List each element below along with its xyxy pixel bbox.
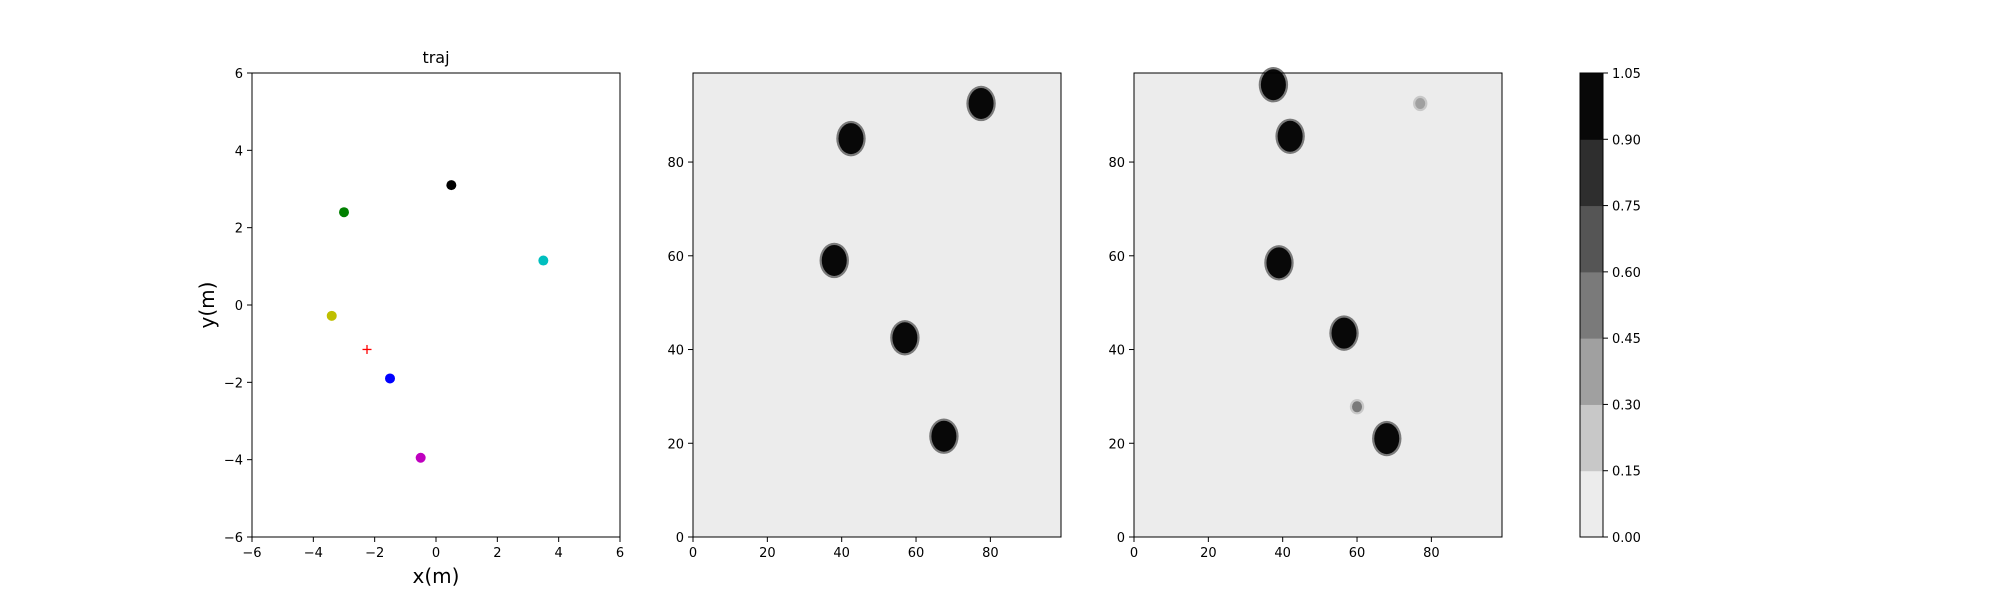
- x-tick-label: −6: [242, 546, 261, 561]
- y-tick-label: 60: [1108, 250, 1125, 265]
- y-tick-label: 2: [235, 222, 243, 237]
- y-tick-label: 0: [676, 531, 684, 546]
- colorbar-tick-label: 0.90: [1612, 133, 1641, 148]
- colorbar-tick-label: 0.45: [1612, 332, 1641, 347]
- colorbar-frame: [1579, 72, 1604, 538]
- y-tick-label: 20: [667, 437, 684, 452]
- x-tick-label: 6: [616, 546, 624, 561]
- x-tick-label: 20: [1200, 546, 1217, 561]
- trajectory-markers: [326, 180, 549, 463]
- occupancy-blob: [1275, 118, 1305, 154]
- agent-marker: [415, 452, 426, 463]
- y-tick-label: −4: [224, 454, 243, 469]
- occupancy-blob: [836, 120, 866, 157]
- colorbar-tick-label: 0.75: [1612, 200, 1641, 215]
- y-axis-label: y(m): [195, 282, 219, 329]
- x-tick-label: 20: [759, 546, 776, 561]
- occupancy-blob: [1258, 67, 1289, 103]
- colorbar-tick-label: 0.15: [1612, 465, 1641, 480]
- y-tick-label: 20: [1108, 437, 1125, 452]
- occupancy-blobs: [819, 85, 996, 454]
- colorbar-tick-label: 0.60: [1612, 266, 1641, 281]
- occupancy-blob: [1349, 399, 1365, 415]
- y-tick-label: 40: [667, 344, 684, 359]
- target-marker: [362, 344, 372, 354]
- y-tick-label: −2: [224, 376, 243, 391]
- y-tick-label: −6: [224, 531, 243, 546]
- x-axis-label: x(m): [413, 564, 460, 588]
- panel-title: traj: [422, 48, 449, 67]
- colorbar-tick-label: 0.30: [1612, 398, 1641, 413]
- agent-marker: [538, 255, 549, 266]
- plot-frame: [692, 72, 1062, 538]
- occupancy-blob: [819, 242, 849, 279]
- plot-frame: [1133, 72, 1503, 538]
- x-tick-label: 60: [908, 546, 925, 561]
- occupancy-blob: [929, 418, 959, 454]
- occupancy-blobs: [1258, 67, 1428, 457]
- agent-marker: [385, 373, 395, 384]
- x-tick-label: 0: [432, 546, 440, 561]
- agent-marker: [446, 180, 457, 191]
- x-tick-label: 40: [833, 546, 850, 561]
- y-tick-label: 4: [235, 144, 243, 159]
- axis-ticks: 0 20 40 60 80 0 20 40 60 80: [1108, 156, 1439, 561]
- y-tick-label: 0: [1117, 531, 1125, 546]
- predicted-map-panel: 0 20 40 60 80 0 20 40 60 80: [1108, 67, 1503, 561]
- y-tick-label: 60: [667, 250, 684, 265]
- colorbar-band: [1580, 271, 1603, 339]
- y-tick-label: 80: [1108, 156, 1125, 171]
- trajectory-panel: traj −6 −4 −2 0 2 4 6 −6 −4 −2 0 2 4 6 x(m) y(m): [195, 48, 624, 588]
- y-tick-label: 40: [1108, 344, 1125, 359]
- axis-ticks: −6 −4 −2 0 2 4 6 −6 −4 −2 0 2 4 6: [224, 67, 624, 561]
- axis-ticks: 0 20 40 60 80 0 20 40 60 80: [667, 156, 998, 561]
- colorbar-ticks: 0.00 0.15 0.30 0.45 0.60 0.75 0.90 1.05: [1603, 67, 1641, 546]
- colorbar-band: [1580, 205, 1603, 273]
- plot-frame: [251, 72, 621, 538]
- x-tick-label: 60: [1349, 546, 1366, 561]
- x-tick-label: −4: [304, 546, 323, 561]
- occupancy-blob: [890, 320, 920, 356]
- y-tick-label: 6: [235, 67, 243, 82]
- occupancy-map-panel: 0 20 40 60 80 0 20 40 60 80: [667, 72, 1062, 561]
- x-tick-label: 4: [555, 546, 563, 561]
- x-tick-label: 80: [982, 546, 999, 561]
- x-tick-label: −2: [365, 546, 384, 561]
- colorbar-band: [1580, 73, 1603, 140]
- y-tick-label: 0: [235, 299, 243, 314]
- colorbar-bands: [1580, 73, 1603, 538]
- occupancy-blob: [1372, 420, 1402, 457]
- y-tick-label: 80: [667, 156, 684, 171]
- colorbar-band: [1580, 338, 1603, 405]
- x-tick-label: 80: [1423, 546, 1440, 561]
- occupancy-blob: [966, 85, 996, 122]
- colorbar: 0.00 0.15 0.30 0.45 0.60 0.75 0.90 1.05: [1579, 67, 1641, 546]
- occupancy-blob: [1413, 95, 1428, 112]
- agent-marker: [326, 310, 337, 321]
- x-tick-label: 0: [1130, 546, 1138, 561]
- colorbar-tick-label: 0.00: [1612, 531, 1641, 546]
- colorbar-band: [1580, 139, 1603, 207]
- x-tick-label: 40: [1274, 546, 1291, 561]
- agent-marker: [339, 207, 349, 218]
- map-background: [693, 73, 1061, 537]
- x-tick-label: 0: [689, 546, 697, 561]
- x-tick-label: 2: [493, 546, 501, 561]
- occupancy-blob: [1264, 245, 1294, 281]
- colorbar-tick-label: 1.05: [1612, 67, 1641, 82]
- colorbar-band: [1580, 404, 1603, 472]
- map-background: [1134, 73, 1502, 537]
- colorbar-band: [1580, 470, 1603, 538]
- occupancy-blob: [1329, 315, 1359, 351]
